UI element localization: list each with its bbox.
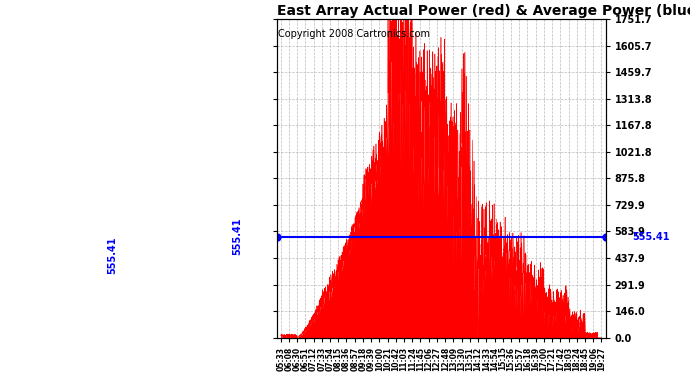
Text: East Array Actual Power (red) & Average Power (blue) (Watts) Tue Jul 29 20:02: East Array Actual Power (red) & Average … [277, 4, 690, 18]
Text: 555.41: 555.41 [233, 218, 243, 255]
Text: 555.41: 555.41 [107, 237, 117, 274]
Text: 555.41: 555.41 [632, 232, 669, 242]
Text: Copyright 2008 Cartronics.com: Copyright 2008 Cartronics.com [278, 29, 430, 39]
